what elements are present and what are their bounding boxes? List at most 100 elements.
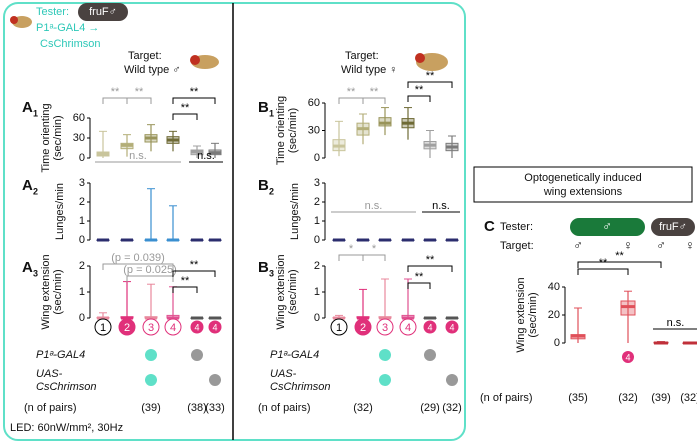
sig-bracket [172,286,198,293]
y-axis-label: Time orienting [275,96,287,165]
fly-icon [415,53,448,71]
fly-icon [10,16,32,28]
sig-label: n.s. [365,200,383,212]
n-value: (32) [680,392,697,404]
y-axis-label: (sec/min) [52,115,64,160]
tester-effector: CsChrimson [40,38,101,50]
n-value: (38) [187,402,207,414]
sig-label: * [372,243,377,255]
sig-label: ** [415,271,424,283]
target-name: Wild type ♀ [341,64,398,76]
y-tick-label: 0 [314,234,320,246]
sig-bracket [362,97,386,104]
y-axis-label: Time orienting [40,103,52,172]
y-axis-label: Lunges/min [54,183,66,240]
target-sex: ♀ [685,237,695,252]
group-marker [94,318,112,336]
group-label: 4 [625,352,630,362]
c-title: wing extensions [543,186,623,198]
panel-sublabel: 1 [33,108,38,118]
genotype: CsChrimson [36,381,97,393]
group-marker [142,318,160,336]
y-axis-label: (sec/min) [287,269,299,314]
panel-label: A [22,99,33,116]
genotype-dot [424,349,436,361]
y-tick-label: 30 [73,132,85,144]
n-value: (39) [141,402,161,414]
y-tick-label: 2 [314,260,320,272]
y-tick-label: 0 [79,312,85,324]
sig-bracket [407,282,431,289]
genotype: UAS- [270,368,297,380]
sig-bracket [102,97,128,104]
n-label: (n of pairs) [24,402,77,414]
y-tick-label: 2 [79,260,85,272]
tester-male: ♂ [602,218,612,233]
group-marker [445,320,459,334]
panel-sublabel: 3 [33,268,38,278]
tester-pill [78,3,128,21]
y-axis-label: Lunges/min [289,183,301,240]
n-value: (32) [442,402,462,414]
group-label: 3 [382,322,388,334]
panel-sublabel: 2 [269,186,274,196]
panel-label: A [22,177,33,194]
fly-icon [190,55,219,69]
y-axis-label: Wing extension [275,254,287,329]
y-axis-label: (sec/min) [287,108,299,153]
y-tick-label: 60 [308,97,320,109]
group-marker [330,318,348,336]
n-value: (39) [651,392,671,404]
y-tick-label: 3 [314,177,320,189]
panel-sublabel: 3 [269,268,274,278]
genotype-dot [446,374,458,386]
sig-label: n.s. [667,317,685,329]
sig-label: ** [415,84,424,96]
sig-bracket [407,81,453,88]
group-marker [164,318,182,336]
genotype-dot [209,374,221,386]
sig-bracket [172,113,198,120]
sig-label: ** [181,102,190,114]
sig-bracket [126,275,174,282]
y-tick-label: 40 [548,281,560,293]
group-label: 4 [194,322,199,332]
sig-label: n.s. [197,150,215,162]
genotype: P1ᵃ-GAL4 [270,349,319,361]
c-title: Optogenetically induced [524,172,641,184]
y-tick-label: 2 [314,196,320,208]
sig-label: ** [181,275,190,287]
sig-label: ** [111,86,120,98]
genotype-dot [379,374,391,386]
sig-label: (p = 0.039) [111,252,165,264]
y-tick-label: 30 [308,124,320,136]
sig-label: n.s. [129,150,147,162]
y-axis-label: (sec/min) [52,269,64,314]
sig-bracket [407,95,431,102]
target-label: Target: [500,240,534,252]
group-label: 4 [212,322,217,332]
y-tick-label: 60 [73,112,85,124]
n-value: (32) [353,402,373,414]
target-label: Target: [128,50,162,62]
sig-bracket [407,265,453,272]
y-tick-label: 1 [79,286,85,298]
y-axis-label: Wing extension [515,277,527,352]
genotype: P1ᵃ-GAL4 [36,349,85,361]
y-tick-label: 0 [79,234,85,246]
y-axis-label: Wing extension [40,254,52,329]
tester-fruf: fruF♂ [659,221,687,233]
sig-label: * [349,243,354,255]
group-label: 4 [427,322,432,332]
sig-bracket [577,261,662,268]
sig-label: ** [615,250,624,262]
group-label: 3 [148,322,154,334]
title-box [473,166,693,203]
sig-label: ** [135,86,144,98]
genotype-dot [379,349,391,361]
panel-sublabel: 2 [33,186,38,196]
group-marker [376,318,394,336]
panel-border [3,2,466,441]
target-sex: ♀ [623,237,633,252]
sig-bracket [362,254,386,261]
